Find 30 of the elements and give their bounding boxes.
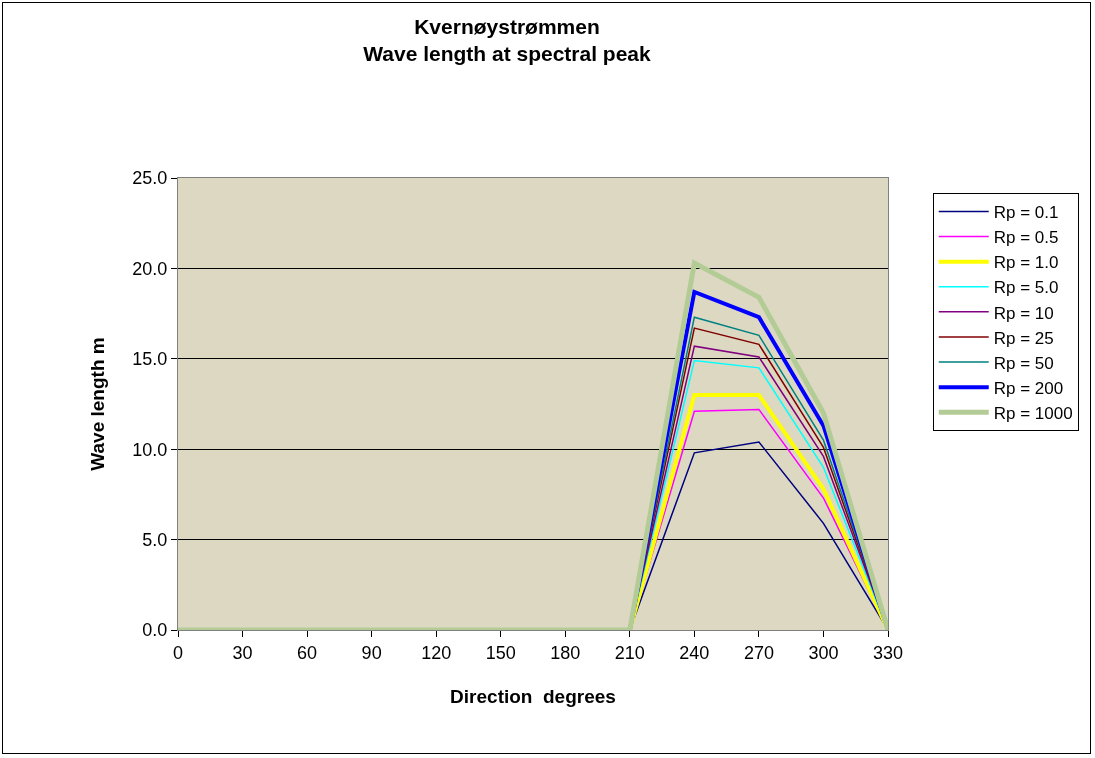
- x-tick-label: 330: [872, 642, 904, 663]
- x-tick-label: 210: [614, 642, 645, 663]
- chart-title: Kvernøystrømmen Wave length at spectral peak: [363, 15, 652, 66]
- x-tick-label: 0: [172, 642, 184, 663]
- x-tick-label: 120: [421, 642, 452, 663]
- x-tick-label: 300: [808, 642, 839, 663]
- x-tick-label: 90: [361, 642, 382, 663]
- legend-label: Rp = 5.0: [993, 278, 1059, 298]
- legend-label: Rp = 10: [993, 303, 1054, 323]
- x-axis-title: Direction degrees: [450, 686, 616, 708]
- x-tick-label: 150: [485, 642, 516, 663]
- y-tick-label: 25.0: [132, 168, 168, 189]
- legend-label: Rp = 1000: [993, 403, 1073, 423]
- y-tick-label: 15.0: [132, 349, 168, 370]
- y-tick-label: 5.0: [142, 529, 168, 550]
- y-axis-title: Wave length m: [87, 337, 109, 471]
- x-tick-label: 180: [550, 642, 581, 663]
- x-tick-label: 270: [743, 642, 774, 663]
- legend-label: Rp = 1.0: [993, 253, 1059, 273]
- legend-label: Rp = 25: [993, 328, 1054, 348]
- legend-label: Rp = 0.5: [993, 228, 1059, 248]
- legend-label: Rp = 50: [993, 353, 1054, 373]
- y-tick-label: 0.0: [142, 620, 168, 641]
- x-tick-label: 30: [232, 642, 253, 663]
- x-tick-label: 60: [297, 642, 318, 663]
- legend-label: Rp = 0.1: [993, 203, 1059, 223]
- legend-label: Rp = 200: [993, 378, 1064, 398]
- y-tick-label: 20.0: [132, 258, 168, 279]
- x-tick-label: 240: [679, 642, 710, 663]
- y-tick-label: 10.0: [132, 439, 168, 460]
